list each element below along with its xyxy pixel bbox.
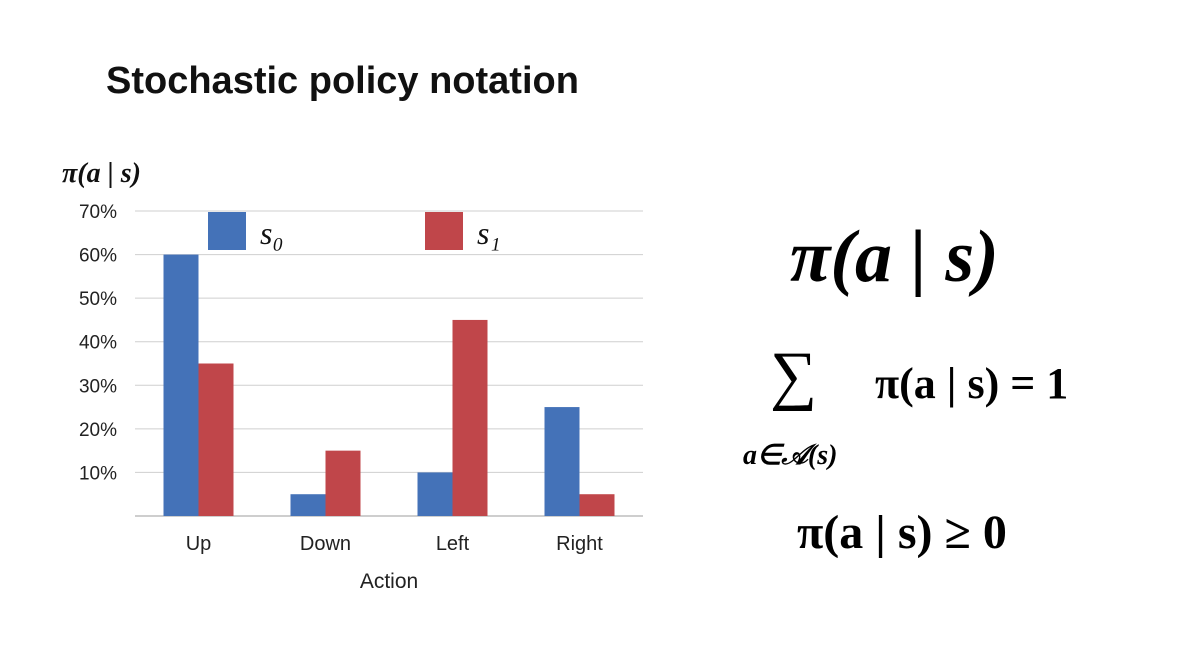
legend-swatch-series-1 bbox=[425, 212, 463, 250]
y-tick-label: 60% bbox=[79, 246, 117, 267]
x-tick-labels: Up Down Left Right bbox=[186, 533, 604, 555]
sum-to-one-equation: π(a | s) = 1 bbox=[875, 359, 1069, 408]
y-tick-label: 10% bbox=[79, 463, 117, 484]
nonnegativity-constraint: π(a | s) ≥ 0 bbox=[797, 506, 1007, 559]
y-tick-label: 30% bbox=[79, 376, 117, 397]
bars bbox=[163, 254, 615, 517]
bar-up-series-1 bbox=[198, 363, 234, 516]
policy-notation: π(a | s) bbox=[790, 216, 999, 298]
bar-down-series-1 bbox=[325, 450, 361, 516]
x-tick-label: Right bbox=[556, 533, 603, 555]
summation-subscript: a∈𝒜(s) bbox=[743, 440, 838, 471]
bar-chart: 10% 20% 30% 40% 50% 60% 70% Up Down Left Right s₀… bbox=[79, 202, 643, 593]
x-tick-label: Up bbox=[186, 533, 212, 555]
legend-swatch-series-0 bbox=[208, 212, 246, 250]
y-tick-label: 20% bbox=[79, 420, 117, 441]
y-tick-label: 50% bbox=[79, 289, 117, 310]
summation-symbol: ∑ bbox=[770, 339, 818, 412]
x-tick-label: Down bbox=[300, 533, 351, 555]
bar-down-series-0 bbox=[290, 494, 326, 516]
bar-up-series-0 bbox=[163, 254, 199, 517]
y-tick-labels: 10% 20% 30% 40% 50% 60% 70% bbox=[79, 202, 117, 484]
y-tick-label: 70% bbox=[79, 202, 117, 223]
x-tick-label: Left bbox=[436, 533, 470, 555]
legend-label-series-0: s₀ bbox=[260, 215, 284, 251]
y-tick-label: 40% bbox=[79, 333, 117, 354]
legend: s₀ s₁ bbox=[208, 212, 501, 251]
x-axis-title: Action bbox=[360, 570, 418, 593]
slide-title: Stochastic policy notation bbox=[106, 60, 579, 102]
y-axis-title: π(a | s) bbox=[62, 158, 141, 189]
bar-left-series-1 bbox=[452, 319, 488, 516]
bar-right-series-0 bbox=[544, 407, 580, 516]
bar-right-series-1 bbox=[579, 494, 615, 516]
bar-left-series-0 bbox=[417, 472, 453, 516]
legend-label-series-1: s₁ bbox=[477, 215, 501, 251]
